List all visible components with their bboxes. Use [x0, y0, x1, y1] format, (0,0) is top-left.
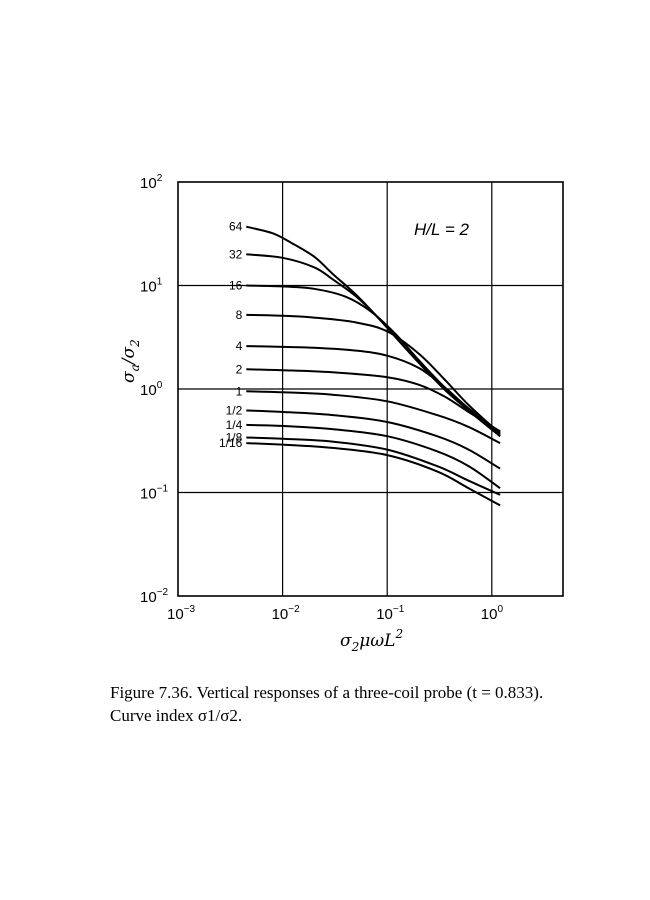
- series-label: 64: [229, 220, 243, 234]
- x-axis-label: σ2μωL2: [340, 627, 403, 654]
- series-line-1: [246, 390, 501, 444]
- figure-caption: Figure 7.36. Vertical responses of a thr…: [110, 683, 544, 725]
- series-label: 1/2: [226, 403, 243, 417]
- series-line-1-4: [246, 423, 501, 490]
- series-label: 1/16: [219, 436, 243, 450]
- y-tick-label: 102: [140, 173, 163, 192]
- curves: [246, 225, 501, 507]
- series-label: 8: [236, 308, 243, 322]
- series-line-1-2: [246, 409, 501, 470]
- series-label: 32: [229, 247, 243, 261]
- x-tick-label: 10−2: [272, 604, 301, 623]
- y-axis-label: σa/σ2: [119, 339, 142, 383]
- annotation: H/L = 2: [414, 220, 470, 239]
- series-line-32: [246, 253, 501, 437]
- grid-lines: [178, 182, 563, 596]
- series-line-8: [246, 313, 501, 435]
- series-line-2: [246, 368, 501, 433]
- plot-frame: [177, 181, 564, 597]
- y-tick-label: 101: [140, 277, 163, 296]
- series-line-4: [246, 345, 501, 434]
- y-tick-label: 10−2: [140, 587, 169, 606]
- y-tick-label: 100: [140, 380, 163, 399]
- series-line-1-8: [246, 436, 501, 496]
- series-label: 2: [236, 362, 243, 376]
- curve-labels: 64 32 16 8 4 2 1 1/21/41/81/16: [219, 220, 243, 450]
- y-tick-label: 10−1: [140, 484, 169, 503]
- series-label: 4: [236, 339, 243, 353]
- x-tick-label: 10−3: [167, 604, 196, 623]
- x-tick-label: 10−1: [376, 604, 405, 623]
- series-label: 16: [229, 279, 243, 293]
- series-line-1-16: [246, 442, 501, 507]
- series-label: 1/4: [226, 418, 243, 432]
- x-tick-label: 100: [481, 604, 504, 623]
- series-label: 1: [236, 384, 243, 398]
- series-label: 1/8: [226, 430, 243, 444]
